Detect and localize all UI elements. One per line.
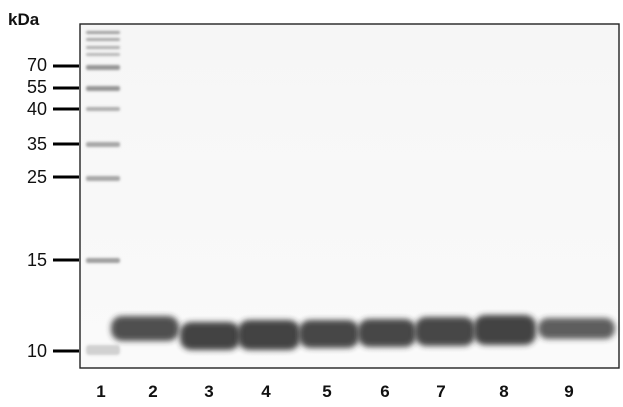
marker-label-55: 55 <box>26 77 47 97</box>
ladder-lane <box>86 31 120 355</box>
gel-frame <box>79 23 620 369</box>
ladder-band <box>86 107 120 111</box>
ladder-band <box>86 65 120 70</box>
lane-3-band <box>180 322 240 350</box>
lane-8-band <box>474 315 536 345</box>
ladder-band <box>86 142 120 147</box>
unit-label: kDa <box>8 10 40 29</box>
marker-label-15: 15 <box>26 250 47 270</box>
lane-label-7: 7 <box>436 382 446 401</box>
sample-bands <box>111 315 615 350</box>
lane-label-4: 4 <box>261 382 271 401</box>
lane-label-2: 2 <box>148 382 158 401</box>
lane-9-band <box>538 318 615 339</box>
lane-label-8: 8 <box>499 382 509 401</box>
marker-label-40: 40 <box>26 99 47 119</box>
ladder-band <box>86 86 120 91</box>
lane-label-6: 6 <box>380 382 390 401</box>
ladder-band <box>86 258 120 263</box>
lane-label-1: 1 <box>96 382 106 401</box>
ladder-band <box>86 345 120 355</box>
marker-label-35: 35 <box>26 134 47 154</box>
marker-label-25: 25 <box>26 167 47 187</box>
ladder-band <box>86 53 120 56</box>
marker-label-70: 70 <box>26 55 47 75</box>
lane-label-9: 9 <box>564 382 574 401</box>
lane-4-band <box>238 320 300 350</box>
lane-7-band <box>415 317 475 346</box>
ladder-band <box>86 31 120 34</box>
ladder-band <box>86 46 120 49</box>
ladder-band <box>86 38 120 41</box>
lane-6-band <box>358 319 416 347</box>
lane-label-5: 5 <box>322 382 332 401</box>
lane-5-band <box>299 320 359 348</box>
ladder-band <box>86 176 120 181</box>
lane-label-3: 3 <box>204 382 214 401</box>
marker-ticks <box>53 64 79 353</box>
lane-2-band <box>111 316 179 341</box>
marker-label-10: 10 <box>26 341 47 361</box>
